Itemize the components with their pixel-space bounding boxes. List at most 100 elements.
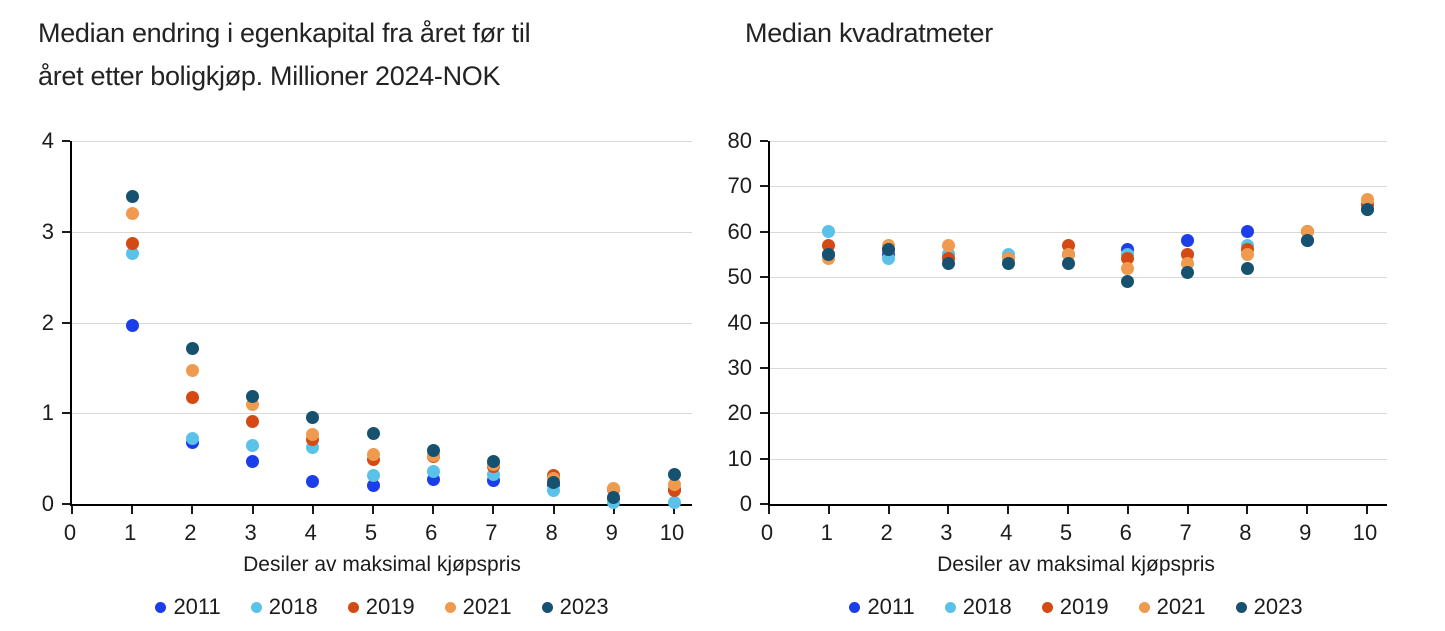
x-tick-label-3: 3 — [244, 520, 257, 545]
plot-area-square-meters — [760, 140, 1387, 514]
legend-dot-2019 — [1041, 601, 1053, 613]
legend-label-2021: 2021 — [462, 594, 512, 619]
point-2011-decile-4 — [306, 474, 320, 488]
point-2023-decile-2 — [185, 342, 199, 356]
y-tick-label-80: 80 — [727, 128, 752, 153]
legend-right: 2011 2018 2019 2021 2023 — [726, 594, 1426, 620]
legend-dot-2011 — [155, 601, 167, 613]
x-tick-mark-7 — [492, 506, 495, 514]
point-2018-decile-3 — [246, 438, 260, 452]
gridline-y-80 — [770, 141, 1387, 142]
point-2023-decile-7 — [1181, 266, 1195, 280]
x-tick-label-7: 7 — [1179, 520, 1192, 545]
x-tick-label-6: 6 — [425, 520, 438, 545]
gridline-y-60 — [770, 231, 1387, 233]
point-2023-decile-9 — [1300, 234, 1314, 248]
legend-item-2011: 2011 — [849, 594, 915, 620]
point-2023-decile-10 — [667, 468, 681, 482]
y-tick-label-30: 30 — [727, 354, 752, 380]
point-2011-decile-8 — [1240, 225, 1254, 239]
x-tick-mark-8 — [552, 506, 555, 514]
chart-title-square-meters: Median kvadratmeter — [745, 18, 993, 48]
point-2021-decile-8 — [1240, 247, 1254, 261]
gridline-y-50 — [770, 277, 1387, 279]
x-tick-mark-5 — [1067, 506, 1069, 514]
legend-item-2018: 2018 — [250, 594, 318, 620]
x-tick-label-9: 9 — [605, 520, 618, 545]
x-tick-label-1: 1 — [820, 520, 833, 545]
x-tick-label-5: 5 — [364, 520, 378, 545]
gridline-y-4 — [72, 141, 692, 142]
x-tick-label-2: 2 — [880, 520, 893, 545]
y-tick-mark-30 — [760, 366, 768, 369]
x-tick-mark-5 — [372, 506, 374, 514]
point-2021-decile-6 — [1121, 261, 1135, 275]
legend-item-2023: 2023 — [541, 594, 609, 620]
x-tick-mark-0 — [71, 506, 73, 514]
point-2018-decile-1 — [822, 225, 836, 239]
x-tick-mark-8 — [1246, 506, 1249, 514]
point-2023-decile-3 — [246, 389, 260, 403]
y-tick-label-70: 70 — [727, 173, 752, 199]
x-tick-label-9: 9 — [1299, 520, 1312, 545]
x-axis-title-right: Desiler av maksimal kjøpspris — [937, 553, 1215, 576]
chart-title-equity-change: Median endring i egenkapital fra året fø… — [38, 18, 531, 91]
y-tick-mark-20 — [760, 412, 768, 415]
legend-dot-2023 — [1235, 601, 1247, 613]
x-tick-label-0: 0 — [63, 520, 77, 545]
legend-label-2011: 2011 — [867, 594, 915, 619]
x-tick-label-4: 4 — [304, 520, 317, 545]
legend-label-2019: 2019 — [365, 594, 415, 619]
legend-item-2023: 2023 — [1235, 594, 1303, 620]
x-tick-label-6: 6 — [1119, 520, 1132, 545]
point-2023-decile-8 — [1240, 261, 1254, 275]
x-tick-label-7: 7 — [485, 520, 498, 545]
point-2018-decile-5 — [366, 469, 380, 483]
legend-item-2019: 2019 — [1041, 594, 1109, 620]
x-tick-label-4: 4 — [1000, 520, 1013, 545]
point-2021-decile-5 — [366, 447, 380, 461]
x-tick-mark-1 — [131, 506, 134, 514]
point-2019-decile-2 — [185, 391, 199, 405]
x-tick-mark-7 — [1186, 506, 1189, 514]
x-tick-mark-2 — [191, 506, 194, 514]
legend-item-2018: 2018 — [944, 594, 1012, 620]
plot-area-equity-change — [62, 140, 692, 514]
y-tick-mark-0 — [62, 503, 70, 505]
point-2023-decile-6 — [426, 443, 440, 457]
y-tick-mark-1 — [62, 412, 70, 415]
point-2018-decile-2 — [882, 252, 896, 266]
legend-dot-2023 — [541, 601, 553, 613]
y-tick-mark-60 — [760, 230, 768, 233]
gridline-y-30 — [770, 367, 1387, 369]
x-tick-mark-2 — [887, 506, 890, 514]
point-2011-decile-1 — [125, 318, 139, 332]
point-2021-decile-4 — [306, 427, 320, 441]
y-tick-mark-50 — [760, 276, 768, 279]
legend-dot-2018 — [250, 601, 262, 613]
y-tick-mark-3 — [62, 230, 70, 233]
legend-item-2021: 2021 — [444, 594, 512, 620]
point-2023-decile-1 — [125, 189, 139, 203]
x-tick-mark-6 — [1126, 506, 1129, 514]
point-2023-decile-1 — [822, 247, 836, 261]
y-tick-label-0: 0 — [41, 491, 54, 516]
x-tick-label-0: 0 — [760, 520, 774, 545]
x-tick-mark-4 — [311, 506, 314, 514]
x-tick-label-2: 2 — [184, 520, 197, 545]
y-tick-label-20: 20 — [727, 400, 752, 426]
point-2018-decile-6 — [426, 464, 440, 478]
point-2019-decile-3 — [246, 414, 260, 428]
point-2018-decile-2 — [185, 432, 199, 446]
gridline-y-2 — [72, 322, 692, 324]
y-tick-label-50: 50 — [727, 264, 752, 290]
legend-label-2018: 2018 — [268, 594, 318, 619]
legend-item-2011: 2011 — [155, 594, 221, 620]
legend-label-2023: 2023 — [559, 594, 609, 619]
legend-dot-2019 — [347, 601, 359, 613]
legend-item-2019: 2019 — [347, 594, 415, 620]
y-tick-mark-40 — [760, 321, 768, 324]
y-tick-mark-4 — [62, 140, 70, 142]
gridline-y-20 — [770, 413, 1387, 415]
